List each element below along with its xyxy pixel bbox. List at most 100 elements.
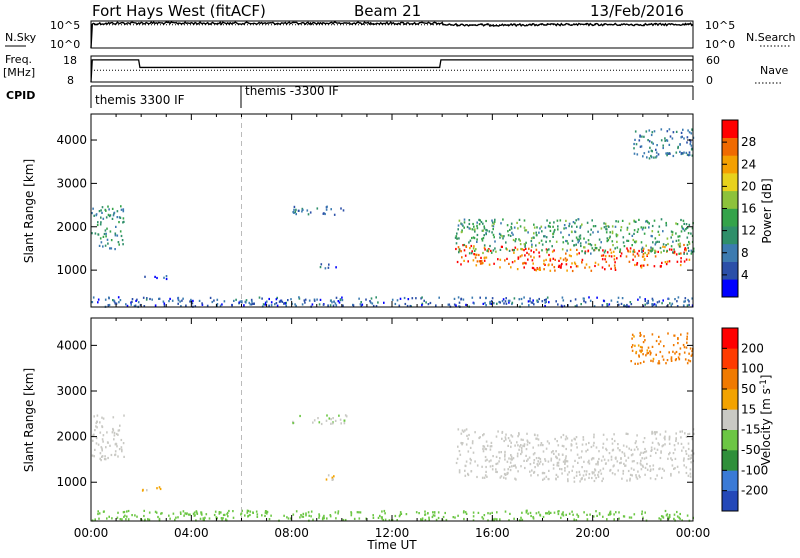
heatmap-cell [131, 300, 133, 303]
heatmap-cell [506, 472, 509, 475]
nsky-series [90, 21, 694, 49]
heatmap-cell [664, 246, 666, 249]
heatmap-cell [691, 297, 693, 300]
heatmap-cell [639, 476, 641, 479]
heatmap-cell [312, 421, 314, 424]
heatmap-cell [626, 226, 629, 229]
heatmap-cell [595, 510, 597, 513]
heatmap-cell [511, 458, 513, 461]
heatmap-cell [202, 517, 205, 520]
heatmap-cell [521, 511, 523, 514]
heatmap-cell [654, 433, 656, 436]
heatmap-cell [689, 468, 692, 471]
heatmap-cell [635, 350, 638, 354]
heatmap-cell [584, 266, 586, 269]
heatmap-cell [570, 255, 572, 258]
heatmap-cell [685, 471, 688, 475]
heatmap-cell [499, 457, 501, 460]
heatmap-cell [605, 260, 608, 263]
heatmap-cell [650, 133, 653, 137]
heatmap-cell [588, 459, 590, 462]
heatmap-cell [649, 469, 652, 472]
heatmap-cell [542, 444, 544, 447]
heatmap-cell [544, 459, 547, 462]
heatmap-cell [563, 304, 566, 308]
heatmap-cell [617, 220, 620, 223]
heatmap-cell [523, 243, 526, 246]
heatmap-cell [689, 360, 692, 363]
heatmap-cell [334, 511, 337, 514]
heatmap-cell [659, 265, 662, 268]
heatmap-cell [483, 259, 486, 262]
heatmap-cell [478, 218, 480, 221]
heatmap-cell [639, 334, 641, 337]
heatmap-cell [310, 510, 313, 513]
heatmap-cell [649, 249, 652, 252]
heatmap-cell [499, 233, 502, 236]
heatmap-cell [92, 439, 94, 442]
heatmap-cell [655, 437, 658, 440]
velocity-colorbar-label: Velocity [m s-1] [759, 375, 773, 466]
heatmap-cell [677, 356, 680, 359]
heatmap-cell [590, 445, 593, 449]
heatmap-cell [472, 259, 475, 262]
heatmap-cell [537, 460, 539, 463]
heatmap-cell [613, 264, 616, 267]
heatmap-cell [206, 304, 209, 307]
heatmap-cell [458, 471, 461, 474]
heatmap-cell [93, 214, 95, 217]
xtick-label: 12:00 [375, 526, 410, 540]
heatmap-cell [108, 515, 110, 518]
heatmap-cell [675, 232, 677, 235]
heatmap-cell [629, 477, 631, 480]
heatmap-cell [482, 447, 484, 450]
heatmap-cell [687, 442, 690, 445]
heatmap-cell [400, 512, 403, 515]
heatmap-cell [624, 464, 627, 467]
heatmap-cell [391, 519, 394, 522]
heatmap-cell [651, 297, 654, 300]
colorbar-tick-label: -50 [741, 443, 761, 457]
heatmap-cell [635, 440, 637, 443]
power-colorbar-label: Power [dB] [760, 178, 774, 243]
heatmap-cell [585, 241, 587, 244]
heatmap-cell [643, 437, 646, 440]
heatmap-cell [539, 460, 542, 463]
heatmap-cell [453, 297, 456, 300]
heatmap-cell [509, 234, 512, 237]
heatmap-cell [452, 516, 455, 519]
heatmap-cell [524, 229, 526, 232]
heatmap-cell [523, 261, 526, 264]
nsky-label: N.Sky [5, 31, 37, 44]
heatmap-cell [530, 255, 532, 258]
heatmap-cell [598, 450, 600, 453]
heatmap-cell [585, 443, 587, 446]
heatmap-cell [566, 240, 568, 243]
heatmap-cell [611, 437, 613, 441]
heatmap-cell [686, 227, 688, 230]
heatmap-cell [646, 253, 648, 256]
heatmap-cell [520, 449, 523, 452]
heatmap-cell [604, 268, 606, 271]
heatmap-cell [690, 144, 693, 147]
heatmap-cell [201, 302, 203, 305]
heatmap-cell [307, 213, 310, 216]
heatmap-cell [678, 516, 680, 519]
heatmap-cell [516, 452, 519, 455]
heatmap-cell [674, 457, 677, 460]
heatmap-cell [485, 233, 487, 236]
heatmap-cell [514, 477, 516, 480]
heatmap-cell [100, 221, 102, 224]
heatmap-cell [432, 514, 435, 517]
heatmap-cell [246, 511, 249, 514]
heatmap-cell [117, 241, 120, 244]
heatmap-cell [465, 512, 468, 515]
heatmap-cell [553, 266, 556, 269]
heatmap-cell [664, 509, 667, 513]
heatmap-cell [484, 301, 486, 305]
heatmap-cell [542, 478, 544, 481]
heatmap-cell [455, 461, 458, 465]
cpid-label: CPID [6, 89, 35, 102]
heatmap-cell [391, 298, 394, 301]
heatmap-cell [633, 229, 636, 232]
